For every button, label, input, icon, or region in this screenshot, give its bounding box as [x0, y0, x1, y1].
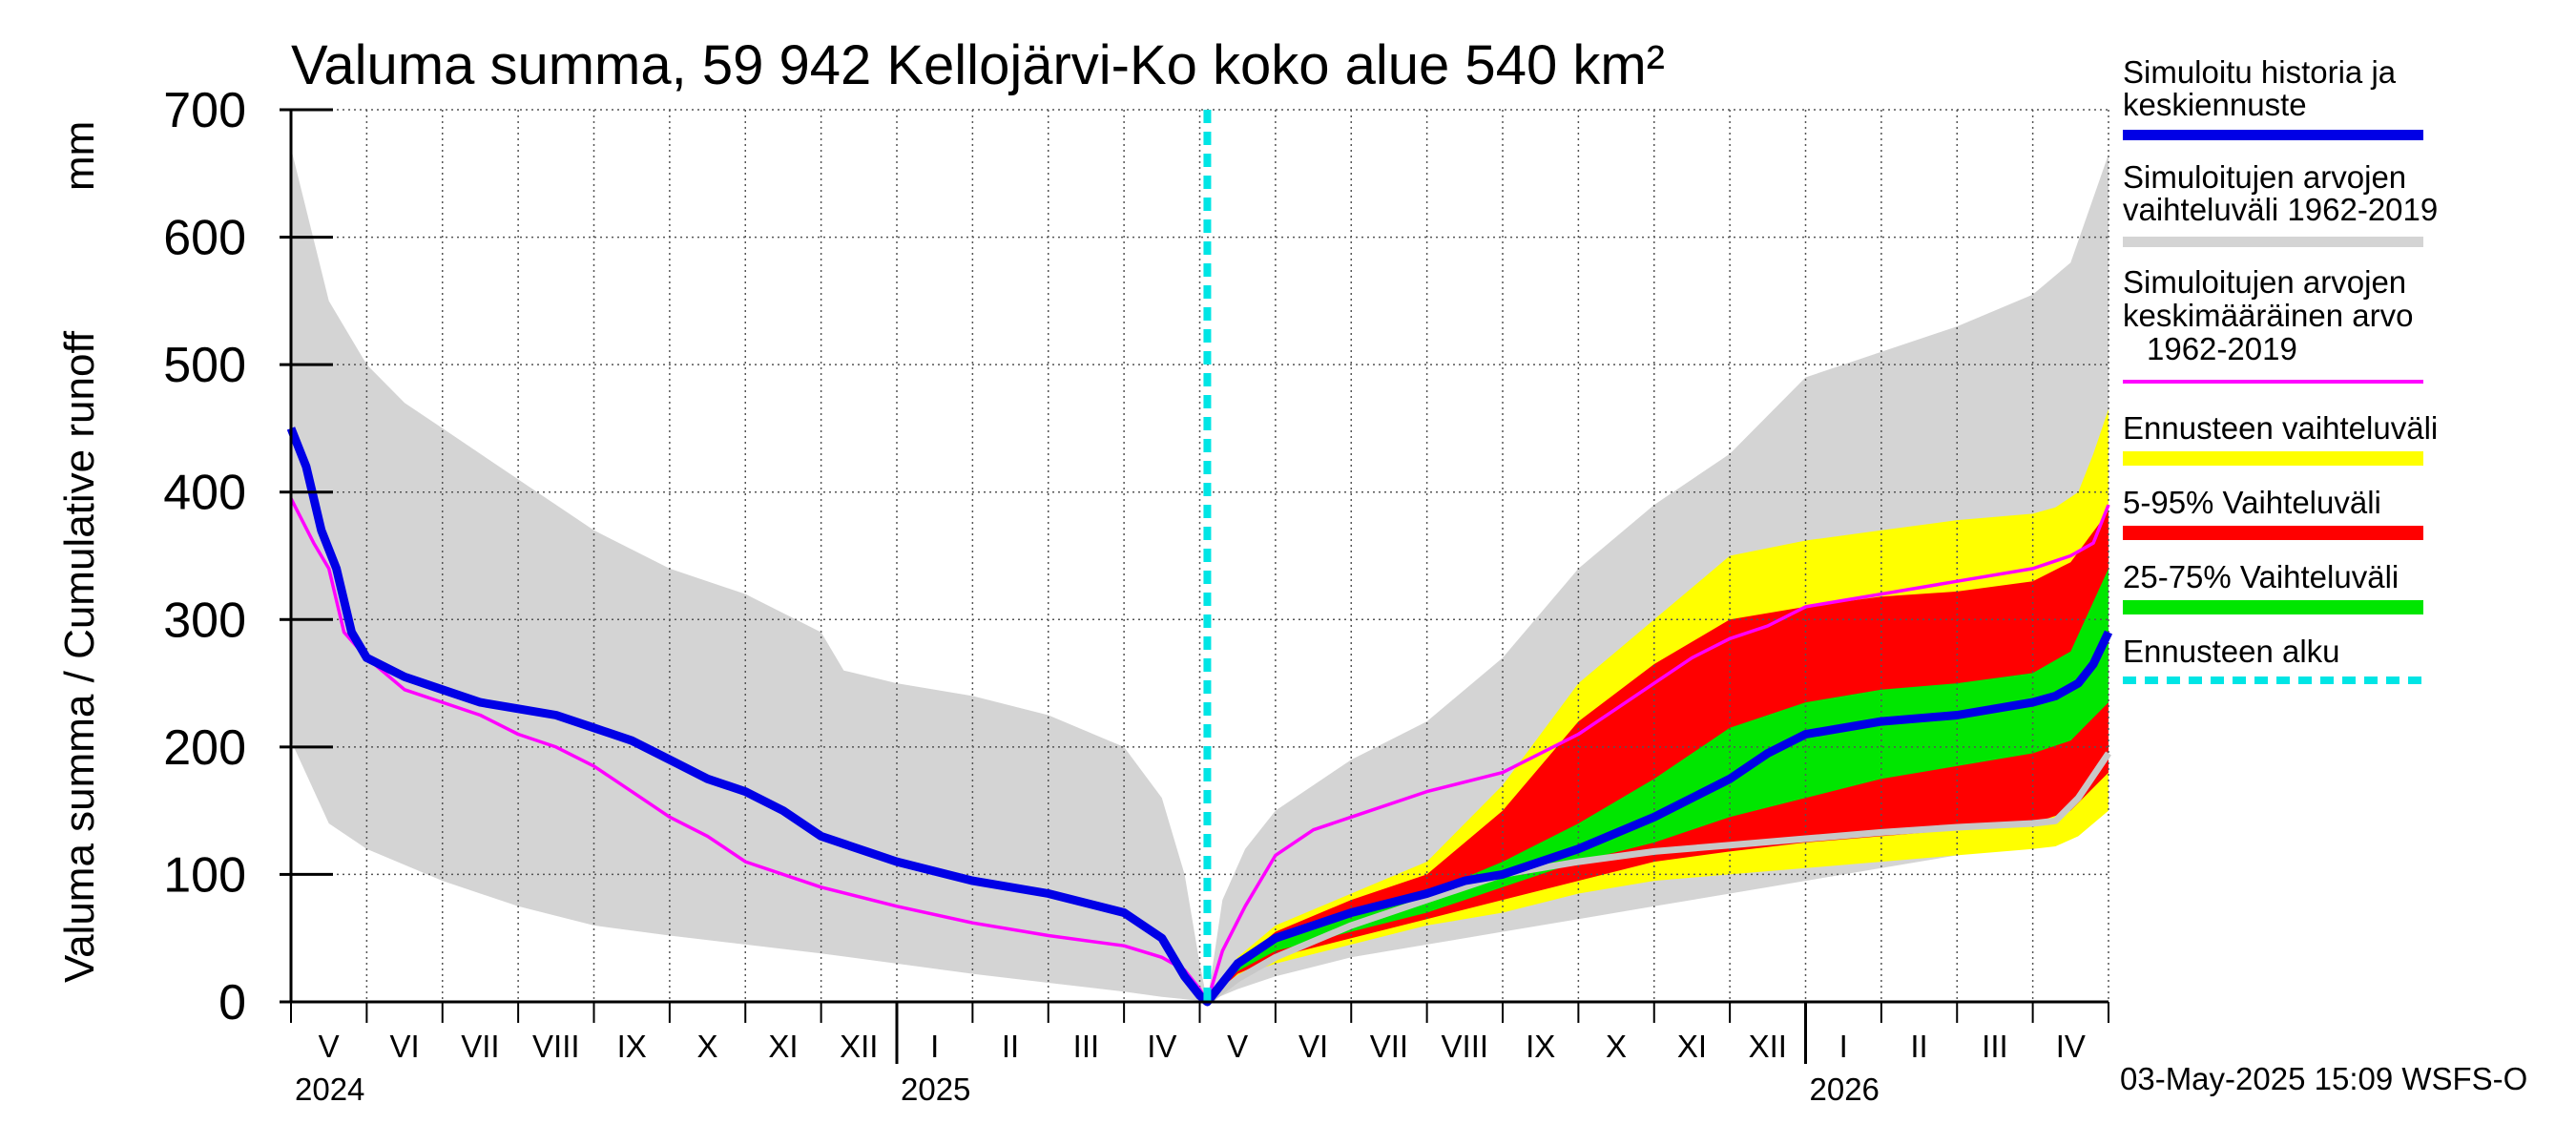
month-label: X	[697, 1029, 718, 1064]
month-label: III	[1073, 1029, 1100, 1064]
legend-range-line2: vaihteluväli 1962-2019	[2123, 192, 2438, 227]
month-label: VI	[1298, 1029, 1328, 1064]
y-tick-label: 100	[163, 847, 246, 903]
legend: Simuloitu historia ja keskiennuste Simul…	[2123, 54, 2438, 684]
month-label: XI	[1677, 1029, 1707, 1064]
legend-mean-line1: Simuloitujen arvojen	[2123, 264, 2406, 300]
legend-p25-75-swatch	[2123, 600, 2423, 614]
y-tick-label: 700	[163, 83, 246, 138]
month-label: X	[1606, 1029, 1627, 1064]
month-label: I	[930, 1029, 939, 1064]
y-tick-label: 600	[163, 211, 246, 266]
legend-mean-line2: keskimääräinen arvo	[2123, 298, 2413, 333]
legend-p25-75-label: 25-75% Vaihteluväli	[2123, 559, 2399, 594]
footer-timestamp: 03-May-2025 15:09 WSFS-O	[2120, 1061, 2527, 1096]
month-label: V	[319, 1029, 340, 1064]
legend-start-label: Ennusteen alku	[2123, 634, 2340, 669]
legend-sim-swatch	[2123, 130, 2423, 140]
legend-mean-line3: 1962-2019	[2147, 331, 2297, 366]
month-label: XII	[1749, 1029, 1787, 1064]
month-label: IV	[2056, 1029, 2086, 1064]
month-label: IX	[1526, 1029, 1555, 1064]
year-label: 2025	[901, 1072, 970, 1107]
chart-title: Valuma summa, 59 942 Kellojärvi-Ko koko …	[291, 34, 1665, 96]
y-axis-label: Valuma summa / Cumulative runoff	[56, 330, 103, 983]
legend-p5-95-swatch	[2123, 526, 2423, 540]
month-label: V	[1227, 1029, 1248, 1064]
plot-lines	[286, 110, 2113, 1007]
month-label: VIII	[532, 1029, 580, 1064]
year-label: 2024	[295, 1072, 364, 1107]
month-label: IX	[617, 1029, 647, 1064]
month-label: VII	[1370, 1029, 1408, 1064]
legend-mean-swatch	[2123, 380, 2423, 384]
legend-range-swatch	[2123, 237, 2423, 247]
sim-history-line	[286, 427, 2113, 1007]
grey-member-line	[1205, 751, 2111, 1005]
month-label: II	[1910, 1029, 1927, 1064]
month-label: III	[1982, 1029, 2008, 1064]
legend-range-line1: Simuloitujen arvojen	[2123, 159, 2406, 195]
y-axis-unit: mm	[56, 121, 103, 191]
y-tick-label: 0	[218, 975, 246, 1030]
y-tick-label: 500	[163, 338, 246, 393]
y-tick-label: 400	[163, 466, 246, 521]
legend-sim-line1: Simuloitu historia ja	[2123, 54, 2397, 90]
y-tick-label: 200	[163, 720, 246, 776]
month-label: I	[1839, 1029, 1848, 1064]
legend-ennuste-swatch	[2123, 451, 2423, 466]
legend-sim-line2: keskiennuste	[2123, 87, 2307, 122]
month-label: IV	[1147, 1029, 1176, 1064]
month-label: VII	[461, 1029, 499, 1064]
y-ticks: 0 100 200 300 400 500 600 700	[163, 83, 333, 1030]
month-label: VI	[389, 1029, 419, 1064]
y-tick-label: 300	[163, 593, 246, 648]
month-label: XII	[840, 1029, 878, 1064]
legend-p5-95-label: 5-95% Vaihteluväli	[2123, 485, 2381, 520]
p5-95-band	[1207, 510, 2109, 1002]
month-label: XI	[768, 1029, 798, 1064]
legend-ennuste-label: Ennusteen vaihteluväli	[2123, 410, 2438, 446]
month-label: VIII	[1442, 1029, 1489, 1064]
year-label: 2026	[1810, 1072, 1880, 1107]
month-label: II	[1002, 1029, 1019, 1064]
